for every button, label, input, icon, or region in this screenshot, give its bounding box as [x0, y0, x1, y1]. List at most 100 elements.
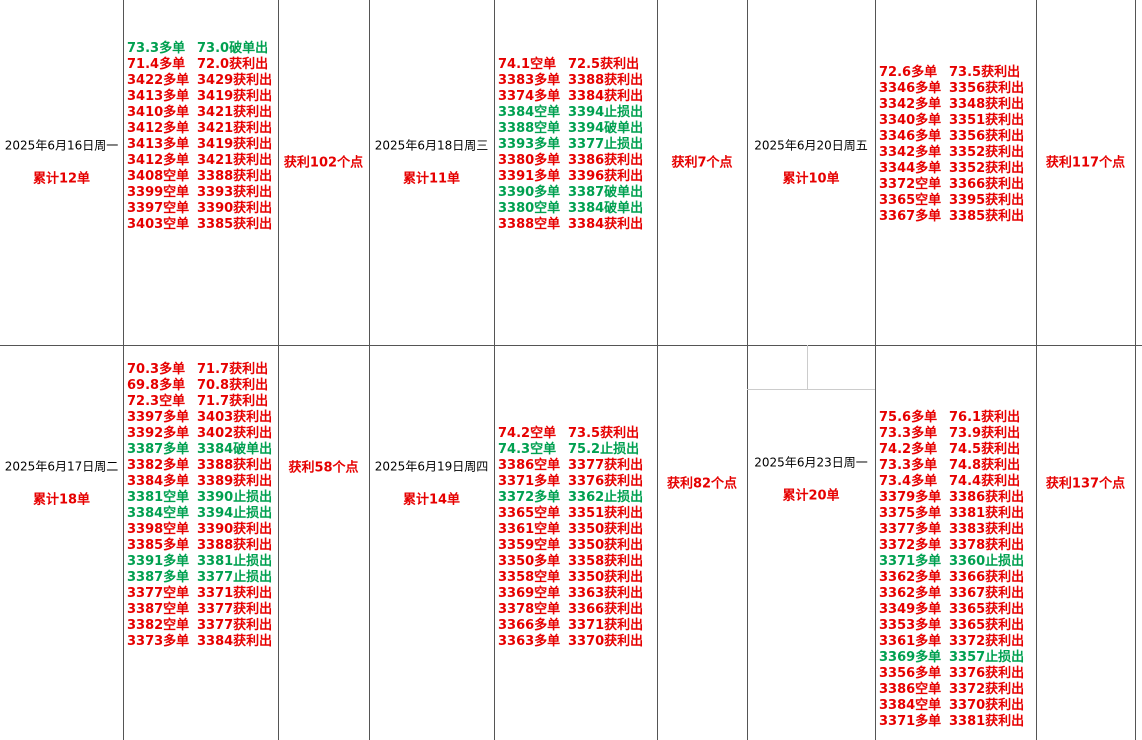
- trade-entry: 3392多单: [127, 426, 190, 441]
- trade-entry: 3362多单: [879, 586, 942, 601]
- trade-entry: 73.4多单: [879, 474, 938, 489]
- trade-entry: 3359空单: [498, 538, 561, 553]
- trade-exit: 3384获利出: [568, 89, 644, 104]
- trade-row: 3387空单 3377获利出: [127, 602, 277, 618]
- trade-entry: 73.3多单: [127, 41, 186, 56]
- trade-exit: 3394破单出: [568, 121, 644, 136]
- trade-entry: 3365空单: [498, 506, 561, 521]
- trade-row: 3375多单 3381获利出: [879, 506, 1029, 522]
- trade-row: 3349多单 3365获利出: [879, 602, 1029, 618]
- trade-exit: 3387破单出: [568, 185, 644, 200]
- trade-row: 3391多单 3381止损出: [127, 554, 277, 570]
- trade-row: 3382空单 3377获利出: [127, 618, 277, 634]
- order-count: 累计10单: [782, 171, 840, 187]
- trade-row: 3413多单 3419获利出: [127, 89, 277, 105]
- trade-exit: 76.1获利出: [949, 410, 1021, 425]
- trade-row: 3367多单 3385获利出: [879, 209, 1029, 225]
- trade-exit: 3384获利出: [568, 217, 644, 232]
- trade-entry: 72.3空单: [127, 394, 186, 409]
- trade-row: 3342多单 3352获利出: [879, 145, 1029, 161]
- trade-entry: 3353多单: [879, 618, 942, 633]
- trade-entry: 3340多单: [879, 113, 942, 128]
- trade-exit: 74.8获利出: [949, 458, 1021, 473]
- trade-exit: 3381止损出: [197, 554, 273, 569]
- trade-row: 3399空单 3393获利出: [127, 185, 277, 201]
- trade-exit: 73.0破单出: [197, 41, 269, 56]
- trade-row: 3386空单 3377获利出: [498, 458, 648, 474]
- trade-exit: 3383获利出: [949, 522, 1025, 537]
- cell-border: [657, 0, 658, 740]
- trade-entry: 74.2空单: [498, 426, 557, 441]
- trade-exit: 3350获利出: [568, 570, 644, 585]
- trade-exit: 3365获利出: [949, 602, 1025, 617]
- trade-row: 3374多单 3384获利出: [498, 89, 648, 105]
- trade-exit: 3396获利出: [568, 169, 644, 184]
- trade-entry: 3388空单: [498, 217, 561, 232]
- trade-exit: 71.7获利出: [197, 362, 269, 377]
- trade-row: 3408空单 3388获利出: [127, 169, 277, 185]
- trade-entry: 69.8多单: [127, 378, 186, 393]
- trade-row: 3381空单 3390止损出: [127, 490, 277, 506]
- trade-entry: 3380空单: [498, 201, 561, 216]
- trade-row: 3377空单 3371获利出: [127, 586, 277, 602]
- trade-entry: 3384多单: [127, 474, 190, 489]
- order-count: 累计14单: [402, 492, 461, 508]
- trade-exit: 70.8获利出: [197, 378, 269, 393]
- trade-entry: 70.3多单: [127, 362, 186, 377]
- trade-exit: 3390止损出: [197, 490, 273, 505]
- trade-row: 3373多单 3384获利出: [127, 634, 277, 650]
- trade-entry: 3390多单: [498, 185, 561, 200]
- trade-entry: 3369空单: [498, 586, 561, 601]
- trade-exit: 3421获利出: [197, 105, 273, 120]
- trade-row: 70.3多单 71.7获利出: [127, 362, 277, 378]
- trade-entry: 3344多单: [879, 161, 942, 176]
- trade-entry: 3412多单: [127, 153, 190, 168]
- trade-exit: 3390获利出: [197, 522, 273, 537]
- trade-entry: 3391多单: [498, 169, 561, 184]
- trade-row: 3346多单 3356获利出: [879, 81, 1029, 97]
- trade-row: 3372多单 3362止损出: [498, 490, 648, 506]
- trade-entry: 3388空单: [498, 121, 561, 136]
- trade-row: 3363多单 3370获利出: [498, 634, 648, 650]
- trade-exit: 3384获利出: [197, 634, 273, 649]
- trade-entry: 3361多单: [879, 634, 942, 649]
- trade-entry: 3397多单: [127, 410, 190, 425]
- trade-row: 3392多单 3402获利出: [127, 426, 277, 442]
- trade-exit: 3365获利出: [949, 618, 1025, 633]
- trade-exit: 71.7获利出: [197, 394, 269, 409]
- cell-border: [494, 0, 495, 740]
- trade-row: 3384空单 3394止损出: [498, 105, 648, 121]
- trade-entry: 3399空单: [127, 185, 190, 200]
- trade-exit: 3377止损出: [197, 570, 273, 585]
- trade-exit: 3352获利出: [949, 161, 1025, 176]
- cell-border: [747, 389, 875, 390]
- trade-row: 3387多单 3384破单出: [127, 442, 277, 458]
- trade-row: 3422多单 3429获利出: [127, 73, 277, 89]
- trade-entry: 3374多单: [498, 89, 561, 104]
- trade-row: 73.3多单 73.9获利出: [879, 426, 1029, 442]
- trade-exit: 3385获利出: [197, 217, 273, 232]
- trade-row: 73.3多单 74.8获利出: [879, 458, 1029, 474]
- trade-exit: 3381获利出: [949, 506, 1025, 521]
- trade-row: 3398空单 3390获利出: [127, 522, 277, 538]
- trade-exit: 3389获利出: [197, 474, 273, 489]
- trade-row: 3358空单 3350获利出: [498, 570, 648, 586]
- trade-entry: 3412多单: [127, 121, 190, 136]
- trade-exit: 3429获利出: [197, 73, 273, 88]
- trade-row: 3386空单 3372获利出: [879, 682, 1029, 698]
- trade-row: 3380空单 3384破单出: [498, 201, 648, 217]
- trade-row: 72.3空单 71.7获利出: [127, 394, 277, 410]
- trade-row: 73.4多单 74.4获利出: [879, 474, 1029, 490]
- trade-entry: 75.6多单: [879, 410, 938, 425]
- profit: 获利7个点: [671, 155, 733, 171]
- trade-exit: 3371获利出: [568, 618, 644, 633]
- trade-entry: 3384空单: [127, 506, 190, 521]
- trade-entry: 3342多单: [879, 97, 942, 112]
- trade-exit: 3351获利出: [568, 506, 644, 521]
- trade-row: 3369空单 3363获利出: [498, 586, 648, 602]
- trade-entry: 3367多单: [879, 209, 942, 224]
- trade-row: 3413多单 3419获利出: [127, 137, 277, 153]
- trade-row: 3371多单 3360止损出: [879, 554, 1029, 570]
- trade-entry: 3371多单: [879, 554, 942, 569]
